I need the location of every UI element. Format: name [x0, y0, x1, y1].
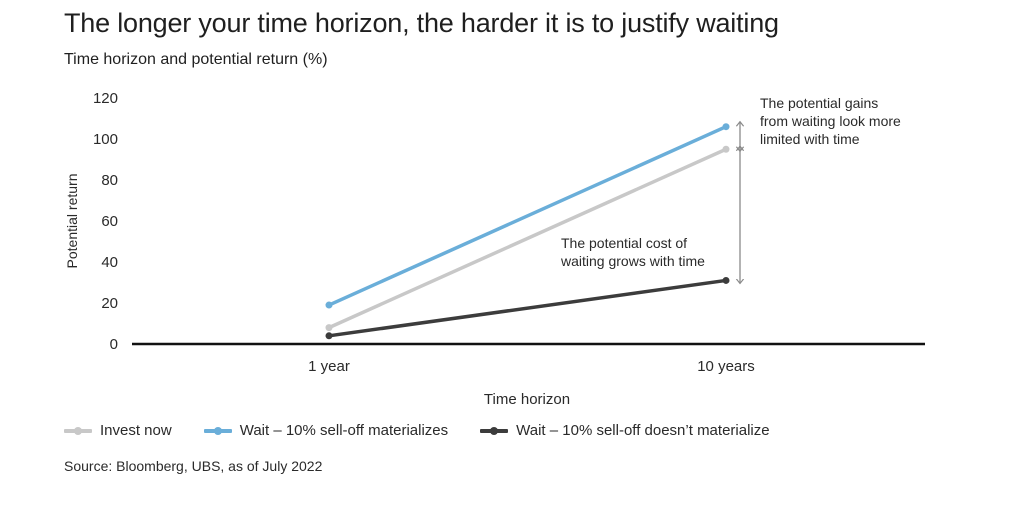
legend-label: Wait – 10% sell-off doesn’t materialize [516, 422, 770, 439]
x-axis-ticks: 1 year 10 years [308, 358, 755, 375]
chart-title: The longer your time horizon, the harder… [64, 8, 779, 38]
annotation-line: waiting grows with time [560, 253, 705, 269]
x-axis-label: Time horizon [484, 391, 570, 408]
annotation-line: from waiting look more [760, 113, 901, 129]
legend-swatch [64, 426, 92, 435]
y-tick-label: 80 [101, 172, 118, 189]
data-point [325, 301, 333, 309]
x-tick-label: 10 years [697, 358, 755, 375]
legend-marker [74, 426, 82, 435]
data-point [325, 332, 333, 340]
legend-marker [490, 426, 499, 435]
y-tick-label: 20 [101, 295, 118, 312]
data-point [722, 276, 730, 284]
data-point [325, 324, 333, 332]
legend-label: Invest now [100, 422, 172, 439]
y-tick-label: 60 [101, 213, 118, 230]
y-tick-label: 40 [101, 254, 118, 271]
series-line [327, 147, 728, 330]
source-note: Source: Bloomberg, UBS, as of July 2022 [64, 458, 323, 474]
annotation-layer: The potential gains from waiting look mor… [560, 95, 901, 283]
data-point [722, 123, 730, 131]
annotation-line: The potential cost of [561, 235, 687, 251]
series-layer [325, 123, 730, 340]
y-tick-label: 120 [93, 90, 118, 107]
y-tick-label: 0 [110, 336, 118, 353]
legend-label: Wait – 10% sell-off materializes [239, 422, 449, 439]
legend-swatch [203, 426, 232, 435]
annotation-line: The potential gains [760, 95, 878, 111]
y-axis-ticks: 0 20 40 60 80 100 120 [93, 90, 118, 353]
legend-item: Wait – 10% sell-off materializes [203, 422, 449, 439]
annotation-gains: The potential gains from waiting look mor… [760, 95, 901, 147]
annotation-cost: The potential cost of waiting grows with … [560, 235, 705, 269]
legend-item: Invest now [64, 422, 172, 439]
legend-swatch [480, 426, 509, 435]
data-point [722, 145, 730, 153]
series-line [327, 124, 728, 307]
legend-item: Wait – 10% sell-off doesn’t materialize [480, 422, 770, 439]
x-tick-label: 1 year [308, 358, 350, 375]
y-axis-label: Potential return [64, 174, 80, 269]
chart-subtitle: Time horizon and potential return (%) [64, 51, 328, 68]
legend: Invest now Wait – 10% sell-off materializ… [64, 422, 802, 439]
legend-marker [213, 426, 222, 435]
y-tick-label: 100 [93, 131, 118, 148]
annotation-line: limited with time [760, 131, 860, 147]
series-line [327, 278, 728, 338]
